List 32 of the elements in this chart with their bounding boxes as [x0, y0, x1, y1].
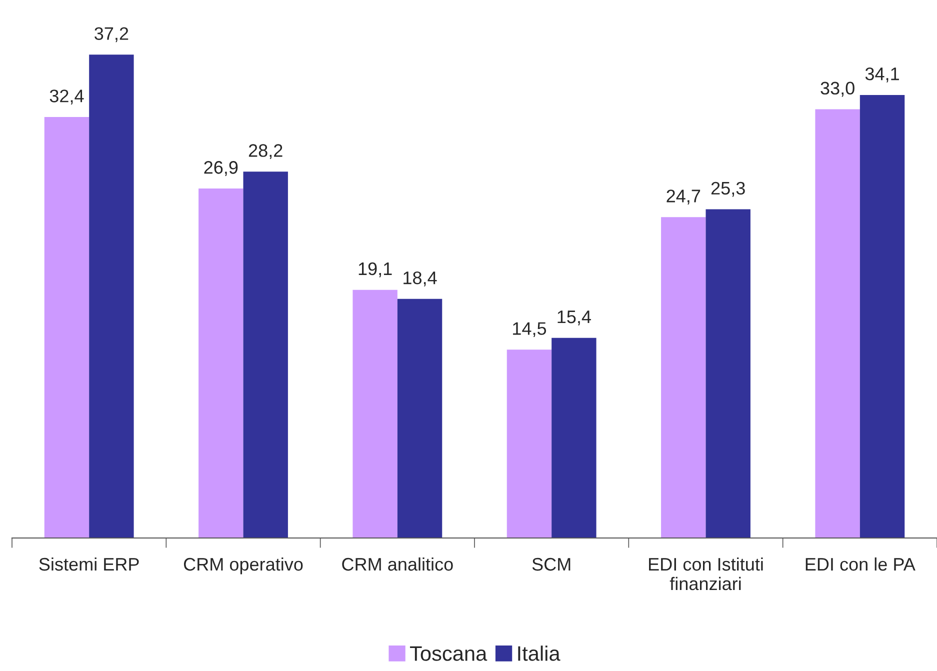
- legend-label: Italia: [518, 646, 560, 661]
- bar: [661, 217, 706, 538]
- bar: [860, 94, 905, 538]
- data-label: 33,0: [820, 82, 854, 97]
- bar: [552, 338, 596, 538]
- data-label: 25,3: [711, 182, 745, 197]
- data-label: 26,9: [204, 161, 238, 176]
- bar: [44, 117, 90, 538]
- data-label: 37,2: [94, 27, 128, 42]
- bar: [198, 188, 244, 538]
- data-label: 15,4: [558, 310, 591, 326]
- data-label: 24,7: [666, 190, 700, 205]
- data-label: 18,4: [404, 271, 437, 286]
- data-label: 14,5: [513, 322, 546, 338]
- x-tick-label: CRM analitico: [342, 557, 453, 571]
- legend-label: Toscana: [410, 646, 488, 661]
- x-tick-label: SCM: [532, 558, 570, 571]
- bar: [706, 209, 750, 538]
- data-label: 34,1: [865, 67, 899, 82]
- x-tick-label: EDI con Istituti finanziari: [649, 557, 763, 590]
- bar: [397, 298, 442, 538]
- x-tick-label: EDI con le PA: [806, 557, 916, 571]
- bar: [243, 172, 288, 538]
- bar: [815, 109, 860, 538]
- bar: [352, 290, 398, 538]
- bar: [506, 350, 552, 538]
- data-label: 19,1: [358, 262, 392, 278]
- data-label: 28,2: [248, 144, 282, 160]
- data-label: 32,4: [50, 90, 84, 104]
- x-tick-label: Sistemi ERP: [39, 557, 139, 571]
- x-tick-label: CRM operativo: [184, 557, 303, 574]
- bar: [89, 54, 134, 538]
